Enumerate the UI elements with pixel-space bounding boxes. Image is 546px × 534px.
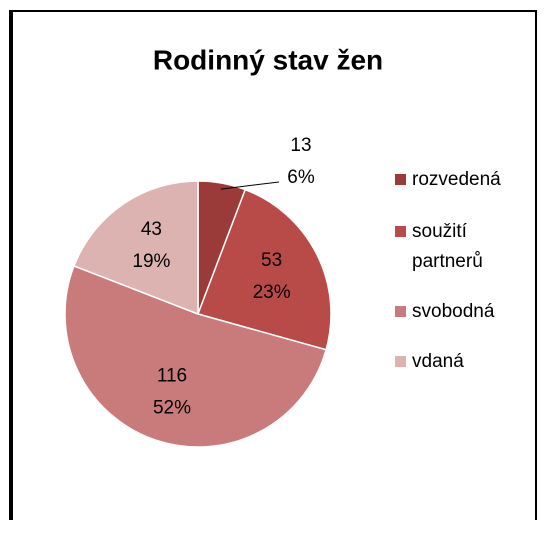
legend-label: svobodná: [412, 301, 495, 322]
legend-item: svobodná: [395, 297, 522, 327]
value-label: 53: [261, 250, 282, 271]
value-label: 116: [157, 365, 187, 386]
legend-swatch: [395, 306, 406, 317]
value-label: 13: [290, 135, 311, 156]
legend-swatch: [395, 174, 406, 185]
legend-label: rozvedená: [412, 169, 501, 190]
pie-slice: [73, 180, 199, 316]
percent-label: 52%: [153, 397, 191, 418]
legend-label: soužití partnerů: [412, 221, 483, 272]
value-label: 43: [141, 219, 162, 240]
legend-item: vdaná: [395, 347, 522, 377]
legend-swatch: [395, 356, 406, 367]
pie-slice: [197, 188, 332, 351]
legend-swatch: [395, 226, 406, 237]
percent-label: 6%: [287, 167, 315, 188]
percent-label: 23%: [253, 282, 291, 303]
chart-title: Rodinný stav žen: [153, 44, 383, 75]
pie-slice: [64, 264, 328, 448]
percent-label: 19%: [132, 251, 170, 272]
legend-label: vdaná: [412, 351, 464, 372]
leader-line: [220, 181, 280, 190]
legend-item: rozvedená: [395, 165, 522, 195]
legend-item: soužití partnerů: [395, 217, 522, 277]
